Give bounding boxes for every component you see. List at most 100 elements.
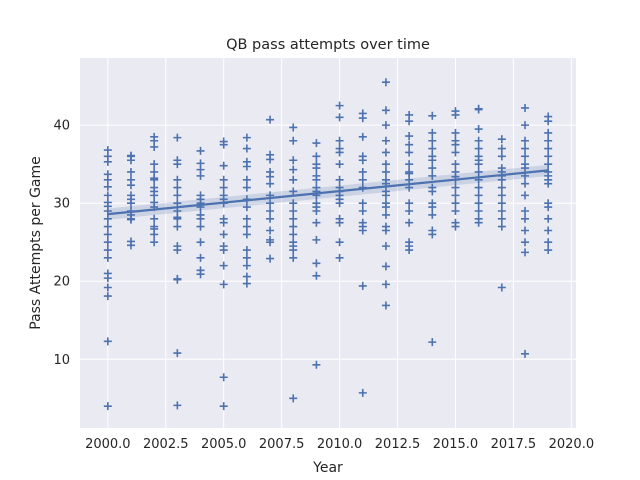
data-point bbox=[289, 199, 298, 208]
data-point bbox=[312, 139, 321, 148]
data-point bbox=[289, 394, 298, 403]
data-point bbox=[266, 238, 275, 247]
data-point bbox=[474, 218, 483, 227]
data-point bbox=[196, 253, 205, 262]
data-point bbox=[150, 142, 159, 151]
data-point bbox=[312, 175, 321, 184]
data-point bbox=[521, 152, 530, 161]
data-point bbox=[474, 191, 483, 200]
y-tick-label: 40 bbox=[53, 119, 70, 134]
data-point bbox=[335, 199, 344, 208]
data-point bbox=[126, 195, 135, 204]
data-point bbox=[497, 191, 506, 200]
data-point bbox=[381, 167, 390, 176]
data-point bbox=[312, 235, 321, 244]
data-point bbox=[335, 160, 344, 169]
data-point bbox=[173, 133, 182, 142]
data-point bbox=[381, 106, 390, 115]
data-point bbox=[266, 226, 275, 235]
data-point bbox=[196, 270, 205, 279]
data-point bbox=[381, 78, 390, 87]
data-point bbox=[126, 241, 135, 250]
x-tick-label: 2000.0 bbox=[85, 437, 131, 452]
data-point bbox=[289, 206, 298, 215]
data-point bbox=[173, 199, 182, 208]
data-point bbox=[405, 160, 414, 169]
data-point bbox=[381, 199, 390, 208]
data-point bbox=[196, 222, 205, 231]
data-point bbox=[289, 175, 298, 184]
data-point bbox=[497, 199, 506, 208]
data-point bbox=[219, 373, 228, 382]
data-point bbox=[289, 230, 298, 239]
data-point bbox=[173, 214, 182, 223]
regression-line bbox=[107, 169, 549, 216]
data-point bbox=[289, 156, 298, 165]
data-point bbox=[544, 226, 553, 235]
data-point bbox=[381, 148, 390, 157]
data-point bbox=[358, 156, 367, 165]
data-point bbox=[219, 140, 228, 149]
data-point bbox=[173, 275, 182, 284]
data-point bbox=[474, 144, 483, 153]
chart-title: QB pass attempts over time bbox=[226, 37, 430, 53]
data-point bbox=[381, 226, 390, 235]
data-point bbox=[103, 175, 112, 184]
data-point bbox=[521, 349, 530, 358]
data-point bbox=[544, 128, 553, 137]
data-point bbox=[405, 148, 414, 157]
data-point bbox=[219, 230, 228, 239]
data-point bbox=[544, 203, 553, 212]
data-point bbox=[358, 199, 367, 208]
x-tick-label: 2017.5 bbox=[491, 437, 537, 452]
data-point bbox=[242, 162, 251, 171]
data-point bbox=[335, 238, 344, 247]
data-point bbox=[335, 113, 344, 122]
data-point bbox=[521, 191, 530, 200]
data-point bbox=[219, 402, 228, 411]
data-point bbox=[381, 136, 390, 145]
data-point bbox=[289, 253, 298, 262]
data-point bbox=[451, 136, 460, 145]
data-point bbox=[451, 199, 460, 208]
data-point bbox=[544, 144, 553, 153]
data-point bbox=[381, 191, 390, 200]
data-point bbox=[428, 171, 437, 180]
x-tick-labels: 2000.0 2002.5 2005.0 2007.5 2010.0 2012.5 2015… bbox=[85, 437, 594, 452]
data-point bbox=[266, 155, 275, 164]
data-point bbox=[521, 144, 530, 153]
data-point bbox=[242, 222, 251, 231]
data-point bbox=[451, 110, 460, 119]
data-point bbox=[312, 218, 321, 227]
data-point bbox=[521, 238, 530, 247]
y-tick-label: 30 bbox=[53, 197, 70, 212]
data-point bbox=[358, 114, 367, 123]
data-point bbox=[173, 183, 182, 192]
data-point bbox=[242, 279, 251, 288]
data-point bbox=[428, 111, 437, 120]
data-point bbox=[451, 183, 460, 192]
data-point bbox=[358, 132, 367, 141]
data-point bbox=[219, 218, 228, 227]
data-point bbox=[289, 123, 298, 132]
data-point bbox=[521, 226, 530, 235]
y-tick-label: 20 bbox=[53, 275, 70, 290]
data-point bbox=[544, 179, 553, 188]
data-points bbox=[103, 78, 553, 411]
data-point bbox=[544, 136, 553, 145]
data-point bbox=[497, 144, 506, 153]
data-point bbox=[497, 175, 506, 184]
data-point bbox=[126, 214, 135, 223]
data-point bbox=[266, 179, 275, 188]
data-point bbox=[150, 198, 159, 207]
data-point bbox=[150, 183, 159, 192]
data-point bbox=[405, 246, 414, 255]
data-point bbox=[428, 152, 437, 161]
data-point bbox=[358, 388, 367, 397]
data-point bbox=[451, 206, 460, 215]
data-point bbox=[428, 164, 437, 173]
data-point bbox=[219, 183, 228, 192]
data-point bbox=[266, 167, 275, 176]
x-tick-label: 2005.0 bbox=[201, 437, 247, 452]
y-tick-labels: 10 20 30 40 bbox=[53, 119, 70, 368]
